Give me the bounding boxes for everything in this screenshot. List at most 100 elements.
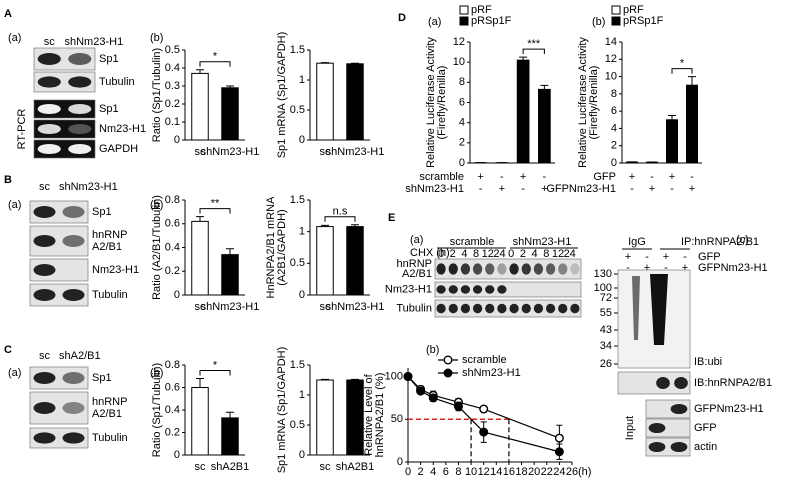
y-axis-title: (Firefly/Renilla) [436, 66, 448, 140]
error-bar [196, 69, 204, 74]
x-tick-label: 6 [443, 466, 449, 478]
blot-label: Tubulin [99, 76, 135, 88]
panel-letter: B [4, 174, 12, 186]
time-label: 12 [482, 248, 494, 260]
y-tick-label: 0 [397, 456, 403, 468]
y-tick-label: 2 [611, 140, 617, 152]
y-tick-label: 0.2 [165, 265, 180, 277]
point [453, 401, 463, 411]
y-tick-label: 14 [605, 36, 617, 48]
blot [434, 299, 582, 318]
legend-swatch [611, 5, 621, 15]
error-bar [321, 378, 329, 380]
bar [221, 87, 239, 141]
sign: + [669, 171, 675, 183]
y-tick-label: 8 [459, 76, 465, 88]
bar [191, 387, 209, 456]
point [403, 372, 413, 382]
bar [516, 59, 530, 164]
y-tick-label: 8 [611, 88, 617, 100]
y-tick-label: 6 [611, 105, 617, 117]
bar [346, 379, 364, 456]
lane-label: sc [39, 350, 51, 362]
significance-label: * [213, 359, 218, 371]
x-tick-label: 24 [553, 466, 565, 478]
bar [191, 72, 209, 141]
axes [407, 368, 572, 463]
y-axis-title: Ratio (Sp1/Tubulin) [151, 48, 163, 142]
mw-label: 26 [600, 358, 612, 370]
y-tick-label: 0.6 [165, 218, 180, 230]
smear [632, 276, 640, 340]
y-tick-label: 0.6 [165, 381, 180, 393]
time-label: 8 [473, 248, 479, 260]
band [533, 263, 544, 275]
mw-label: 43 [600, 324, 612, 336]
sign: - [683, 251, 687, 263]
bar [191, 220, 209, 296]
sign-row-label: GFP [698, 251, 721, 263]
band [545, 303, 556, 314]
group-label: IgG [628, 236, 646, 248]
subpanel-label: (a) [8, 367, 21, 379]
blot-label: Tubulin [92, 432, 128, 444]
band [558, 303, 568, 314]
blot [434, 281, 582, 298]
sign: + [629, 171, 635, 183]
sign: - [543, 171, 547, 183]
point [554, 447, 564, 457]
y-axis-title: Ratio (A2/B1/Tubulin) [151, 195, 163, 300]
x-tick-label: 16 [503, 466, 515, 478]
significance-bracket [671, 68, 693, 74]
y-tick-label: 0 [299, 134, 305, 146]
y-tick-label: 6 [459, 96, 465, 108]
band [37, 123, 61, 135]
blot-label: hnRNP [92, 396, 127, 408]
y-tick-label: 100 [385, 370, 403, 382]
sign: + [663, 251, 669, 263]
sign-row-label: GFP [593, 171, 616, 183]
blot-label: Tubulin [396, 302, 432, 314]
band [570, 263, 580, 275]
blot-label: IB:ubi [694, 356, 722, 368]
legend-label: pRSp1F [471, 15, 512, 27]
time-label: 24 [564, 248, 576, 260]
band [68, 143, 92, 155]
side-label: RT-PCR [16, 109, 28, 150]
subpanel-label: (a) [410, 234, 423, 246]
mw-label: 130 [594, 268, 612, 280]
lane-label: shNm23-H1 [65, 36, 124, 48]
sign: - [500, 171, 504, 183]
blot [434, 258, 582, 280]
sign: + [644, 262, 650, 274]
panel-letter: D [398, 12, 406, 24]
time-label: 2 [450, 248, 456, 260]
y-tick-label: 0.4 [165, 404, 180, 416]
significance-label: ** [211, 198, 220, 210]
error-bar [226, 85, 234, 88]
sign: + [682, 262, 688, 274]
significance-label: * [213, 51, 218, 63]
y-tick-label: 1.5 [290, 359, 305, 371]
time-label: 4 [461, 248, 467, 260]
band [472, 285, 483, 294]
x-tick-label: shNm23-H1 [326, 301, 385, 313]
x-tick-label: shA2B1 [211, 461, 250, 473]
legend-marker [443, 368, 453, 378]
x-tick-label: shNm23-H1 [326, 146, 385, 158]
group-label: IP:hnRNPA2/B1 [681, 236, 759, 248]
sign: - [521, 183, 525, 195]
band [558, 263, 568, 275]
bar [666, 119, 678, 164]
x-unit: (h) [578, 466, 591, 478]
band [545, 263, 556, 275]
sign: + [520, 171, 526, 183]
band [37, 103, 61, 115]
y-tick-label: 1.5 [290, 194, 305, 206]
blot-label: Nm23-H1 [99, 123, 146, 135]
subpanel-label: (a) [428, 16, 441, 28]
significance-bracket [522, 48, 545, 55]
x-tick-label: 10 [465, 466, 477, 478]
time-label: 12 [552, 248, 564, 260]
error-bar [540, 84, 549, 90]
